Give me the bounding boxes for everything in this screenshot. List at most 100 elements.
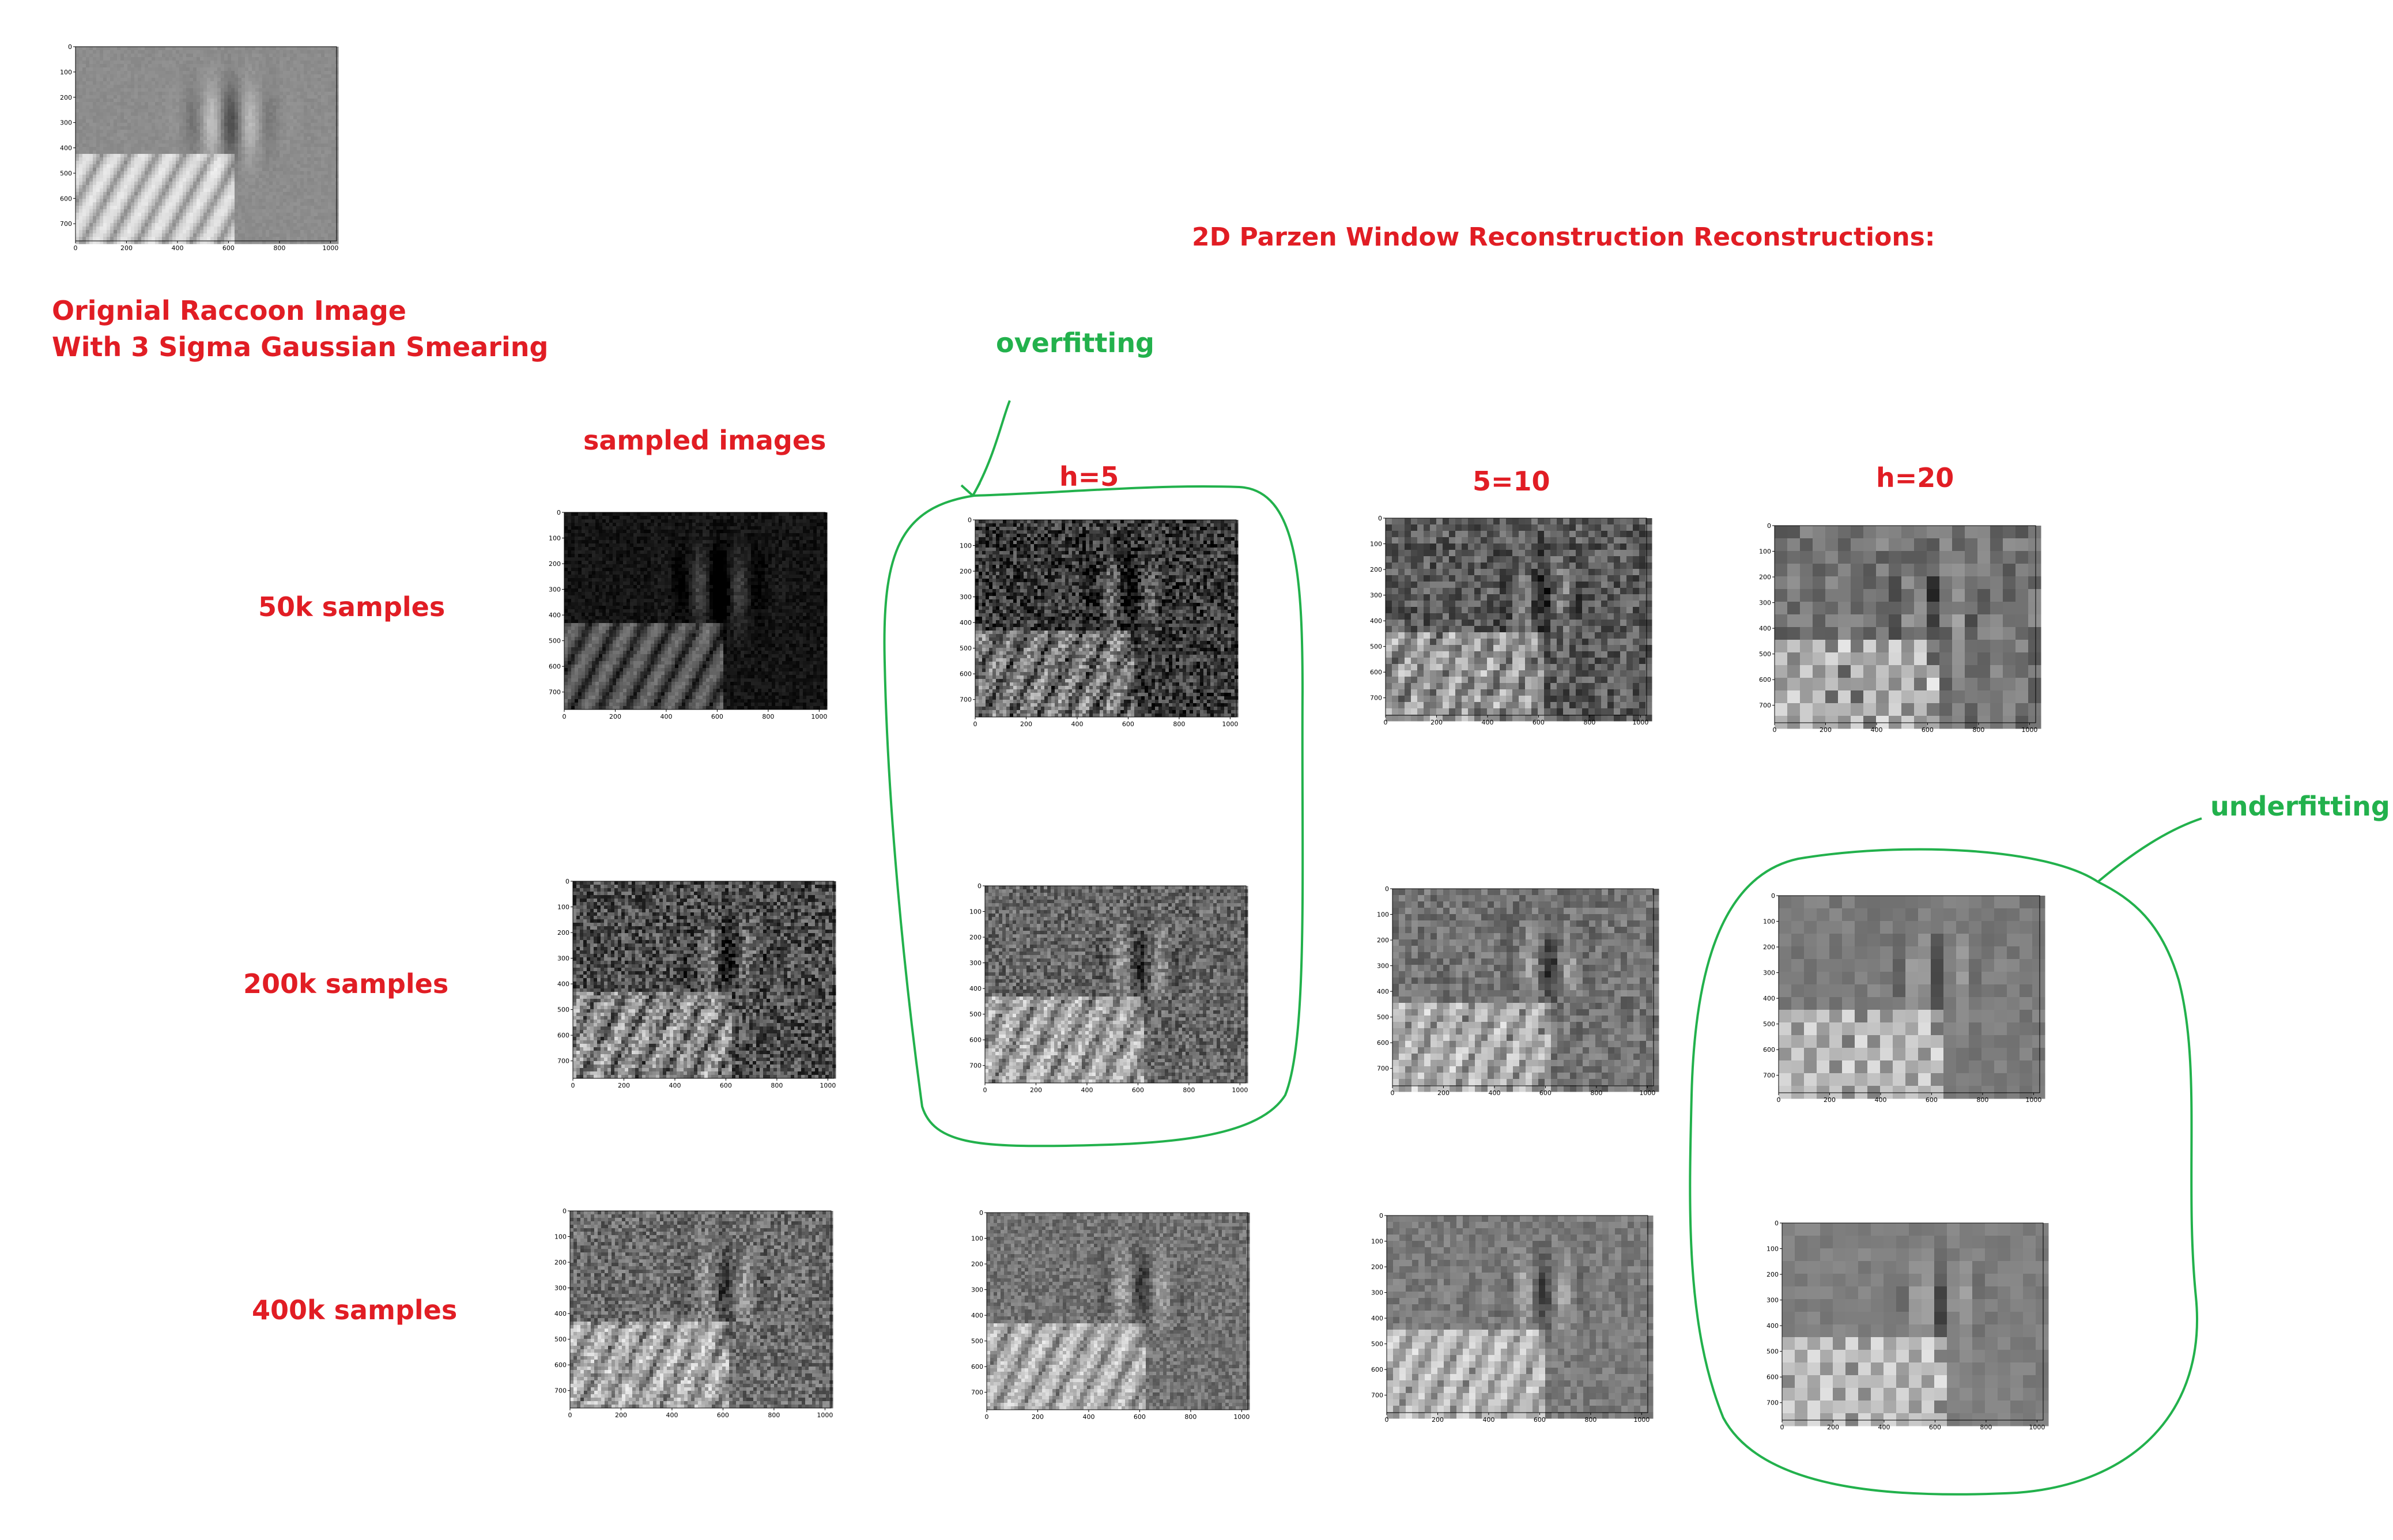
column-header-h20: h=20 <box>1876 462 1954 493</box>
x-tick-label: 1000 <box>817 1411 833 1419</box>
x-tick-label: 0 <box>1385 1416 1389 1424</box>
x-tick-label: 600 <box>1134 1413 1146 1421</box>
x-tick-label: 600 <box>711 713 723 720</box>
y-tick-label: 100 <box>969 908 982 916</box>
y-tick-label: 600 <box>549 663 561 670</box>
y-tick-label: 100 <box>960 542 972 550</box>
y-tick-label: 100 <box>1763 918 1775 926</box>
image-area <box>975 520 1239 718</box>
x-tick-label: 400 <box>1071 720 1083 728</box>
y-tick-label: 300 <box>1370 592 1382 599</box>
image-area <box>985 886 1248 1084</box>
original-caption-line2: With 3 Sigma Gaussian Smearing <box>52 331 548 363</box>
plot-h10-50k: 0 200 400 600 800 1000 0 100 200 300 400 500 600 700 <box>1366 515 1652 729</box>
x-tick-label: 200 <box>1827 1424 1839 1431</box>
y-tick-label: 600 <box>971 1363 983 1371</box>
x-tick-label: 800 <box>768 1411 780 1419</box>
y-tick-label: 700 <box>1767 1399 1779 1407</box>
x-tick-label: 400 <box>1481 719 1493 726</box>
y-tick-label: 700 <box>969 1062 982 1070</box>
y-tick-label: 700 <box>1759 702 1771 709</box>
y-tick-label: 100 <box>557 904 569 911</box>
plot-sampled-400k: 0 200 400 600 800 1000 0 100 200 300 400 500 600 700 <box>550 1207 836 1422</box>
x-tick-label: 0 <box>1780 1424 1784 1431</box>
x-tick-label: 1000 <box>1632 719 1648 726</box>
y-tick-label: 400 <box>1371 1315 1383 1322</box>
y-tick-label: 300 <box>1759 599 1771 607</box>
y-tick-label: 200 <box>554 1259 567 1266</box>
y-tick-label: 100 <box>1370 541 1382 548</box>
main-title: 2D Parzen Window Reconstruction Reconstr… <box>1192 222 1935 252</box>
y-tick-label: 300 <box>554 1285 567 1292</box>
plot-h20-200k: 0 200 400 600 800 1000 0 100 200 300 400 500 600 700 <box>1759 892 2045 1107</box>
x-tick-label: 400 <box>1482 1416 1494 1424</box>
column-header-h5: h=5 <box>1059 461 1119 492</box>
y-tick-label: 400 <box>549 612 561 619</box>
y-tick-label: 500 <box>557 1006 569 1014</box>
x-tick-label: 600 <box>1122 720 1134 728</box>
x-tick-label: 1000 <box>322 244 338 252</box>
y-tick-label: 500 <box>1763 1021 1775 1028</box>
x-tick-label: 600 <box>1926 1096 1938 1104</box>
y-tick-label: 500 <box>971 1338 983 1345</box>
axes-frame <box>564 512 826 710</box>
x-tick-label: 1000 <box>2025 1096 2041 1104</box>
y-tick-label: 300 <box>1371 1289 1383 1297</box>
y-tick-label: 200 <box>1763 943 1775 951</box>
y-tick-label: 500 <box>1370 643 1382 651</box>
y-tick-label: 200 <box>549 560 561 568</box>
x-tick-label: 0 <box>1391 1089 1395 1097</box>
y-tick-label: 0 <box>563 1207 567 1215</box>
y-tick-label: 600 <box>554 1361 567 1369</box>
y-tick-label: 100 <box>1767 1245 1779 1253</box>
x-tick-label: 200 <box>618 1082 630 1089</box>
y-tick-label: 700 <box>1763 1072 1775 1079</box>
y-tick-label: 0 <box>1385 885 1389 893</box>
column-header-h10: 5=10 <box>1473 466 1550 497</box>
y-tick-label: 400 <box>971 1312 983 1319</box>
y-tick-label: 100 <box>554 1233 567 1241</box>
y-tick-label: 0 <box>1378 515 1382 522</box>
y-tick-label: 600 <box>1763 1046 1775 1054</box>
x-tick-label: 400 <box>1488 1089 1500 1097</box>
x-tick-label: 0 <box>985 1413 989 1421</box>
x-tick-label: 800 <box>1584 1416 1596 1424</box>
image-area <box>1782 1223 2049 1426</box>
y-tick-label: 500 <box>969 1011 982 1018</box>
y-tick-label: 600 <box>1370 669 1382 676</box>
y-tick-label: 0 <box>557 509 561 516</box>
x-tick-label: 1000 <box>1222 720 1238 728</box>
axes-frame <box>75 46 337 241</box>
y-tick-label: 200 <box>1377 937 1389 944</box>
y-tick-label: 500 <box>1371 1341 1383 1348</box>
x-tick-label: 200 <box>1020 720 1032 728</box>
y-tick-label: 700 <box>554 1387 567 1395</box>
y-tick-label: 0 <box>565 878 569 885</box>
y-tick-label: 600 <box>1759 676 1771 684</box>
y-tick-label: 0 <box>979 1209 983 1217</box>
x-tick-label: 800 <box>1173 720 1185 728</box>
x-tick-label: 800 <box>273 244 285 252</box>
x-tick-label: 0 <box>1777 1096 1781 1104</box>
x-tick-label: 800 <box>1980 1424 1992 1431</box>
y-tick-label: 600 <box>1371 1366 1383 1373</box>
y-tick-label: 200 <box>1759 573 1771 581</box>
y-tick-label: 300 <box>971 1286 983 1294</box>
x-tick-label: 600 <box>1132 1086 1144 1094</box>
y-tick-label: 700 <box>960 696 972 704</box>
y-tick-label: 300 <box>1767 1297 1779 1304</box>
x-tick-label: 0 <box>983 1086 987 1094</box>
y-tick-label: 500 <box>1759 651 1771 658</box>
y-tick-label: 500 <box>1767 1348 1779 1356</box>
y-tick-label: 200 <box>960 568 972 575</box>
y-tick-label: 400 <box>960 619 972 626</box>
x-tick-label: 800 <box>1972 726 1984 734</box>
x-tick-label: 800 <box>1590 1089 1602 1097</box>
y-tick-label: 500 <box>554 1336 567 1343</box>
y-tick-label: 200 <box>557 929 569 937</box>
image-area <box>1775 526 2041 729</box>
y-tick-label: 100 <box>971 1235 983 1243</box>
y-tick-label: 600 <box>557 1032 569 1039</box>
plot-original: 0 200 400 600 800 1000 0 100 200 300 400 500 600 700 <box>56 43 341 255</box>
